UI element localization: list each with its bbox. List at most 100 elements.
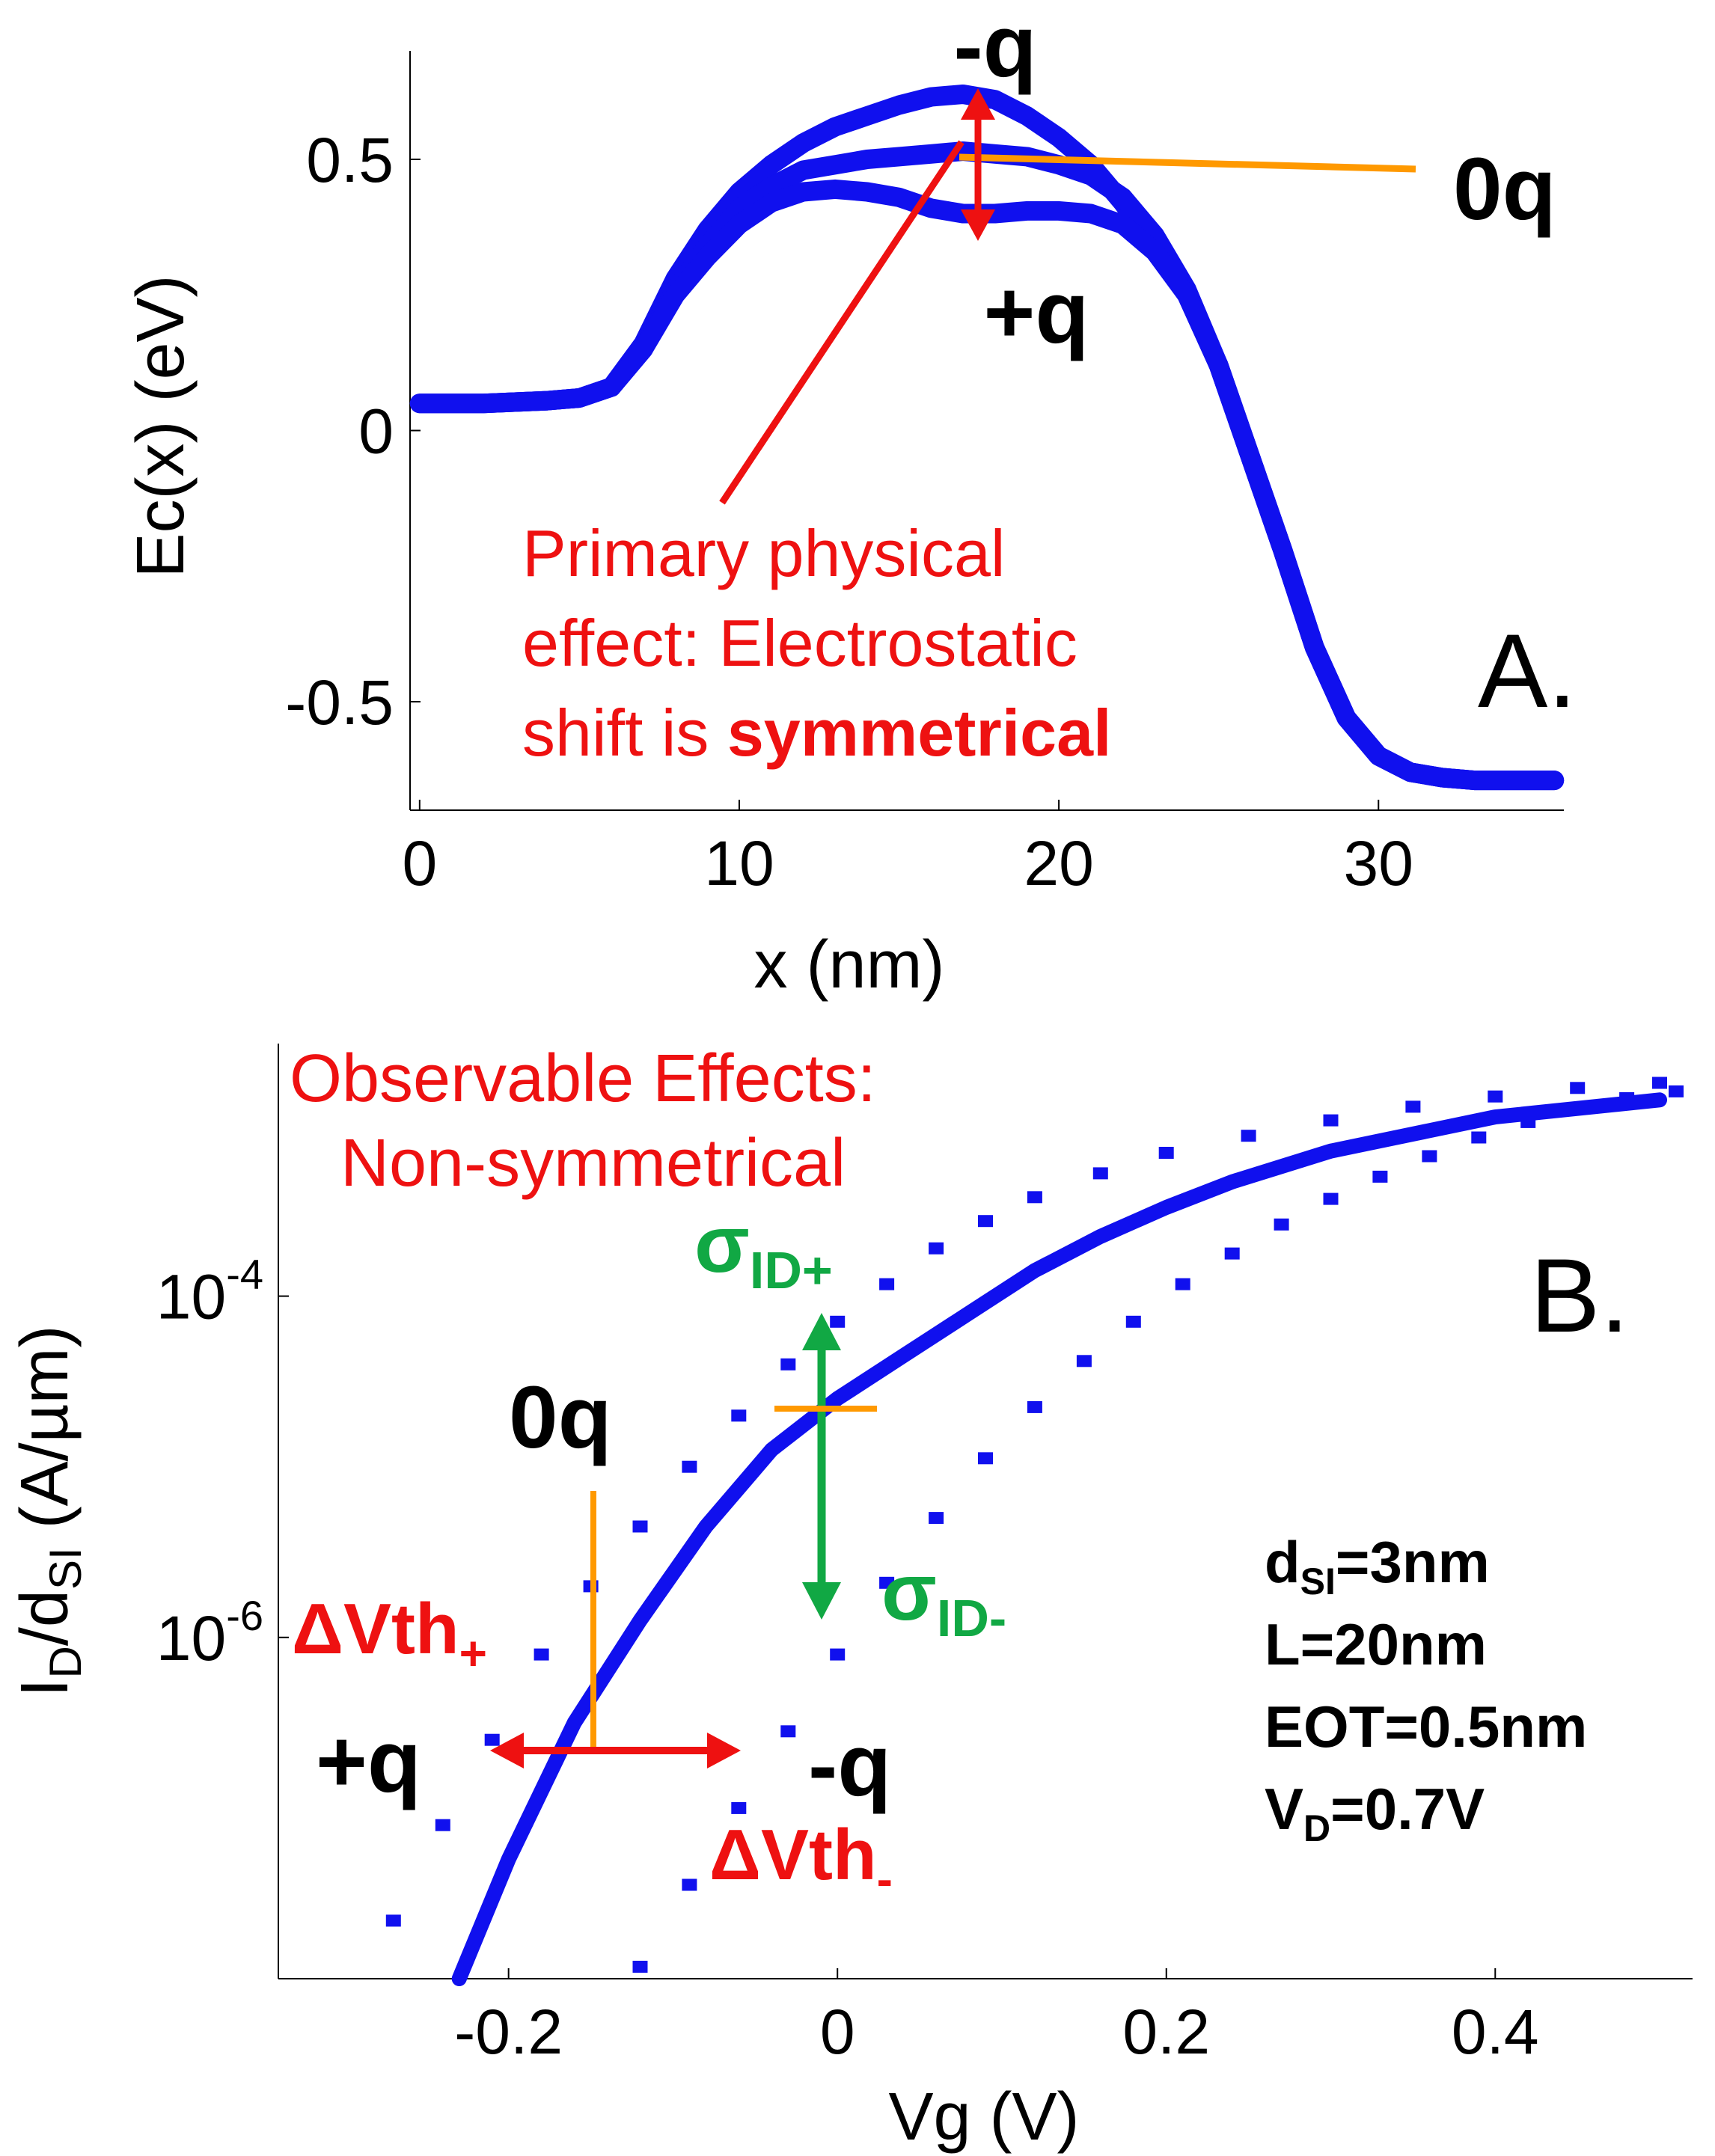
data-point-plus-q	[780, 1358, 796, 1371]
panel-b-x-label: Vg (V)	[888, 2080, 1079, 2155]
effect-text-line1: Primary physical	[522, 516, 1005, 590]
data-point-plus-q	[1570, 1082, 1586, 1094]
zero-q-label-a: 0q	[1453, 140, 1556, 239]
panel-b-x-tick-label: 0	[820, 1997, 855, 2067]
data-point-plus-q	[435, 1819, 450, 1831]
data-point-plus-q	[1405, 1100, 1421, 1113]
panel-a-x-tick-label: 10	[704, 828, 774, 898]
data-point-plus-q	[1323, 1114, 1339, 1127]
data-point-plus-q	[1241, 1130, 1256, 1142]
effect-text-line3-normal: shift is	[522, 696, 727, 770]
data-point-plus-q	[1092, 1167, 1108, 1180]
panel-b-x-tick-label: 0.4	[1452, 1997, 1539, 2067]
y-label-sub-si: SI	[40, 1547, 91, 1590]
panel-a-x-tick-label: 0	[402, 828, 437, 898]
zero-q-label-b: 0q	[509, 1368, 612, 1467]
double-arrow-a	[961, 88, 995, 241]
data-point-minus-q	[1323, 1192, 1339, 1205]
sigma-minus-symbol: σ	[881, 1546, 937, 1637]
data-point-minus-q	[1471, 1131, 1487, 1144]
y-label-unit: (A/µm)	[7, 1326, 82, 1548]
panel-b-y-label: ID/dSI (A/µm)	[7, 1326, 91, 1697]
dvth-minus-main: ΔVth	[709, 1815, 877, 1895]
data-point-minus-q	[1076, 1355, 1092, 1368]
data-point-minus-q	[731, 1801, 747, 1814]
dvth-plus-label: ΔVth+	[292, 1589, 487, 1680]
param-dsi-sub: SI	[1300, 1561, 1336, 1602]
minus-q-label-a: -q	[953, 0, 1036, 96]
effect-text-line2: effect: Electrostatic	[522, 606, 1077, 680]
panel-b-y-tick-label: 10-4	[156, 1251, 263, 1332]
data-point-minus-q	[1570, 1102, 1586, 1115]
sigma-minus-subscript: ID-	[937, 1589, 1006, 1647]
data-point-plus-q	[1652, 1077, 1667, 1089]
panel-a-ticks: 0 10 20 30 -0.5 0 0.5	[285, 125, 1413, 898]
y-label-i: I	[7, 1678, 82, 1697]
data-point-plus-q	[731, 1409, 747, 1422]
data-point-plus-q	[1488, 1090, 1503, 1103]
sigma-plus-subscript: ID+	[750, 1241, 833, 1299]
zero-q-marker-line-a	[959, 153, 1416, 173]
param-length: L=20nm	[1265, 1611, 1487, 1677]
dvth-plus-subscript: +	[459, 1626, 487, 1680]
panel-a-y-tick-label: 0.5	[306, 125, 394, 195]
param-vd-main: V	[1265, 1776, 1303, 1842]
data-point-plus-q	[879, 1278, 895, 1290]
sigma-arrow	[802, 1313, 841, 1620]
panel-a-y-tick-label: 0	[358, 396, 394, 467]
data-point-minus-q	[1669, 1085, 1684, 1097]
data-point-minus-q	[978, 1452, 993, 1465]
data-point-plus-q	[632, 1520, 648, 1533]
panel-b-series	[385, 1077, 1684, 1986]
series-line-b-zero-q	[451, 1092, 1667, 1986]
data-point-minus-q	[929, 1512, 944, 1525]
panel-a-x-tick-label: 20	[1024, 828, 1093, 898]
data-point-plus-q	[385, 1914, 401, 1927]
panel-b: -0.2 0 0.2 0.410-410-6 Vg (V) ID/dSI (A/µm)…	[7, 1041, 1693, 2155]
panel-a-x-label: x (nm)	[754, 928, 945, 1002]
param-dsi: dSI=3nm	[1265, 1529, 1490, 1602]
panel-a-label: A.	[1478, 612, 1577, 729]
data-point-minus-q	[1619, 1092, 1635, 1104]
data-point-minus-q	[682, 1878, 697, 1891]
effect-pointer-line	[719, 140, 965, 505]
data-point-plus-q	[978, 1215, 993, 1228]
panel-b-label: B.	[1530, 1237, 1629, 1354]
effect-text-line3: shift is symmetrical	[522, 696, 1112, 770]
plus-q-label-a: +q	[984, 263, 1089, 362]
data-point-minus-q	[1520, 1115, 1536, 1128]
param-eot: EOT=0.5nm	[1265, 1694, 1587, 1760]
data-point-plus-q	[534, 1648, 549, 1661]
param-vd-value: =0.7V	[1330, 1776, 1485, 1842]
series-line-plus-q	[409, 179, 1565, 791]
data-point-minus-q	[830, 1648, 846, 1661]
data-point-minus-q	[1274, 1218, 1289, 1231]
sigma-id-plus-label: σID+	[694, 1198, 833, 1299]
panel-a: 0 10 20 30-0.500.5 x (nm) Ec(x) (eV) -q 0q …	[123, 0, 1577, 1002]
dvth-plus-main: ΔVth	[292, 1589, 459, 1669]
param-dsi-value: =3nm	[1336, 1529, 1490, 1595]
observable-effects-line2: Non-symmetrical	[340, 1126, 846, 1201]
panel-b-x-tick-label: -0.2	[454, 1997, 563, 2067]
data-point-minus-q	[780, 1725, 796, 1738]
data-point-minus-q	[879, 1576, 895, 1589]
panel-b-y-tick-label: 10-6	[156, 1592, 263, 1673]
param-vd: VD=0.7V	[1265, 1776, 1485, 1849]
data-point-minus-q	[1422, 1150, 1437, 1163]
dvth-minus-label: ΔVth-	[709, 1815, 893, 1906]
data-point-minus-q	[632, 1961, 648, 1973]
panel-b-axes	[278, 1044, 1693, 1979]
panel-b-ticks: -0.2 0 0.2 0.4 10-4 10-6	[156, 1251, 1539, 2067]
sigma-id-minus-label: σID-	[881, 1546, 1006, 1647]
data-point-plus-q	[830, 1315, 846, 1328]
dvth-arrow	[490, 1733, 741, 1768]
sigma-plus-symbol: σ	[694, 1198, 750, 1289]
data-point-plus-q	[1027, 1191, 1042, 1204]
data-point-plus-q	[929, 1242, 944, 1255]
y-label-slash-d: /d	[7, 1590, 82, 1646]
data-point-plus-q	[1158, 1147, 1174, 1159]
observable-effects-line1: Observable Effects:	[290, 1041, 876, 1116]
data-point-plus-q	[682, 1460, 697, 1473]
panel-a-x-tick-label: 30	[1344, 828, 1413, 898]
